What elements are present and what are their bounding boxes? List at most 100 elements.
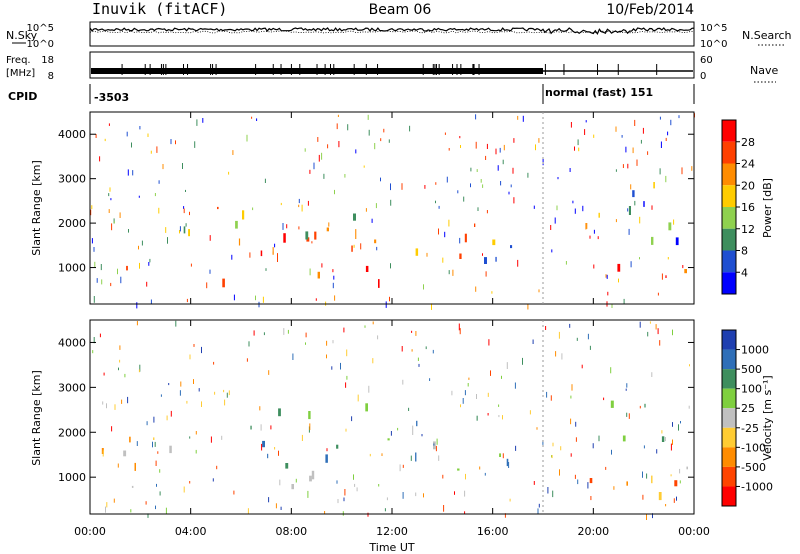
data-cell bbox=[451, 390, 453, 396]
colorbar-tick-label: 4 bbox=[741, 266, 748, 279]
data-cell bbox=[384, 508, 386, 512]
data-cell bbox=[353, 213, 356, 221]
colorbar-tick-label: 16 bbox=[741, 201, 755, 214]
velocity-colorbar: 1000 500 100 25 -25 -100 -500 -1000 bbox=[721, 329, 773, 507]
data-cell bbox=[311, 241, 313, 244]
data-cell bbox=[165, 507, 167, 514]
data-cell bbox=[106, 502, 108, 508]
data-cell bbox=[679, 480, 681, 484]
data-cell bbox=[586, 223, 588, 229]
data-cell bbox=[552, 490, 554, 498]
data-cell bbox=[383, 128, 385, 133]
data-cell bbox=[337, 114, 339, 117]
data-cell bbox=[560, 446, 562, 451]
data-cell bbox=[167, 237, 168, 244]
x-tick-label: 00:00 bbox=[74, 525, 106, 538]
data-cell bbox=[408, 407, 410, 411]
data-cell bbox=[470, 183, 471, 188]
data-cell bbox=[401, 183, 403, 190]
data-cell bbox=[156, 483, 157, 487]
velocity-data-layer bbox=[92, 320, 690, 520]
data-cell bbox=[154, 193, 156, 197]
data-cell bbox=[194, 141, 196, 148]
data-cell bbox=[615, 169, 617, 172]
data-cell bbox=[554, 217, 556, 224]
y-tick-label: 3000 bbox=[58, 381, 86, 394]
data-cell bbox=[575, 437, 577, 442]
colorbar-swatch bbox=[722, 427, 736, 448]
data-cell bbox=[628, 228, 630, 235]
data-cell bbox=[532, 339, 534, 344]
data-cell bbox=[673, 498, 675, 503]
data-cell bbox=[508, 191, 510, 195]
colorbar-swatch bbox=[722, 466, 736, 487]
data-cell bbox=[651, 372, 653, 377]
data-cell bbox=[91, 238, 93, 244]
data-cell bbox=[508, 462, 510, 468]
data-cell bbox=[160, 394, 162, 397]
data-cell bbox=[318, 154, 320, 162]
data-cell bbox=[189, 481, 191, 484]
data-cell bbox=[146, 421, 148, 426]
data-cell bbox=[221, 435, 223, 440]
data-cell bbox=[625, 388, 627, 391]
data-cell bbox=[157, 451, 159, 454]
data-cell bbox=[667, 257, 669, 260]
data-cell bbox=[551, 455, 552, 458]
data-cell bbox=[416, 420, 418, 427]
freq-trace bbox=[91, 64, 693, 75]
data-cell bbox=[475, 141, 477, 149]
data-cell bbox=[326, 227, 329, 232]
data-cell bbox=[659, 340, 661, 346]
data-cell bbox=[557, 177, 559, 180]
data-cell bbox=[324, 511, 326, 515]
date-title: 10/Feb/2014 bbox=[606, 2, 694, 18]
data-cell bbox=[333, 275, 335, 280]
data-cell bbox=[353, 474, 354, 480]
data-cell bbox=[233, 294, 235, 301]
data-cell bbox=[644, 403, 646, 408]
data-cell bbox=[587, 333, 589, 340]
data-cell bbox=[551, 249, 553, 253]
y-tick-label: 3000 bbox=[58, 173, 86, 186]
data-cell bbox=[462, 398, 464, 404]
data-cell bbox=[253, 330, 255, 336]
data-cell bbox=[274, 447, 276, 450]
data-cell bbox=[475, 286, 477, 292]
data-cell bbox=[123, 450, 127, 457]
data-cell bbox=[454, 491, 455, 495]
data-cell bbox=[411, 330, 413, 333]
data-cell bbox=[517, 115, 519, 120]
data-cell bbox=[183, 486, 185, 493]
data-cell bbox=[278, 408, 281, 417]
data-cell bbox=[585, 223, 587, 230]
data-cell bbox=[277, 253, 278, 262]
data-cell bbox=[691, 166, 693, 171]
data-cell bbox=[487, 392, 489, 397]
data-cell bbox=[103, 372, 105, 376]
data-cell bbox=[274, 243, 276, 248]
data-cell bbox=[674, 480, 678, 487]
data-cell bbox=[467, 383, 469, 387]
data-cell bbox=[476, 394, 477, 399]
data-cell bbox=[661, 436, 665, 442]
data-cell bbox=[195, 431, 197, 435]
data-cell bbox=[346, 349, 348, 357]
data-cell bbox=[127, 169, 129, 176]
data-cell bbox=[415, 331, 417, 336]
data-cell bbox=[342, 511, 344, 516]
data-cell bbox=[209, 269, 211, 274]
data-cell bbox=[264, 178, 266, 183]
data-cell bbox=[547, 487, 549, 494]
data-cell bbox=[499, 147, 501, 153]
data-cell bbox=[659, 168, 661, 175]
data-cell bbox=[377, 335, 379, 340]
data-cell bbox=[196, 119, 198, 126]
data-cell bbox=[499, 453, 501, 457]
data-cell bbox=[681, 167, 683, 175]
data-cell bbox=[458, 323, 460, 331]
data-cell bbox=[639, 216, 641, 224]
data-cell bbox=[627, 163, 629, 169]
data-cell bbox=[670, 443, 672, 451]
data-cell bbox=[272, 251, 274, 255]
